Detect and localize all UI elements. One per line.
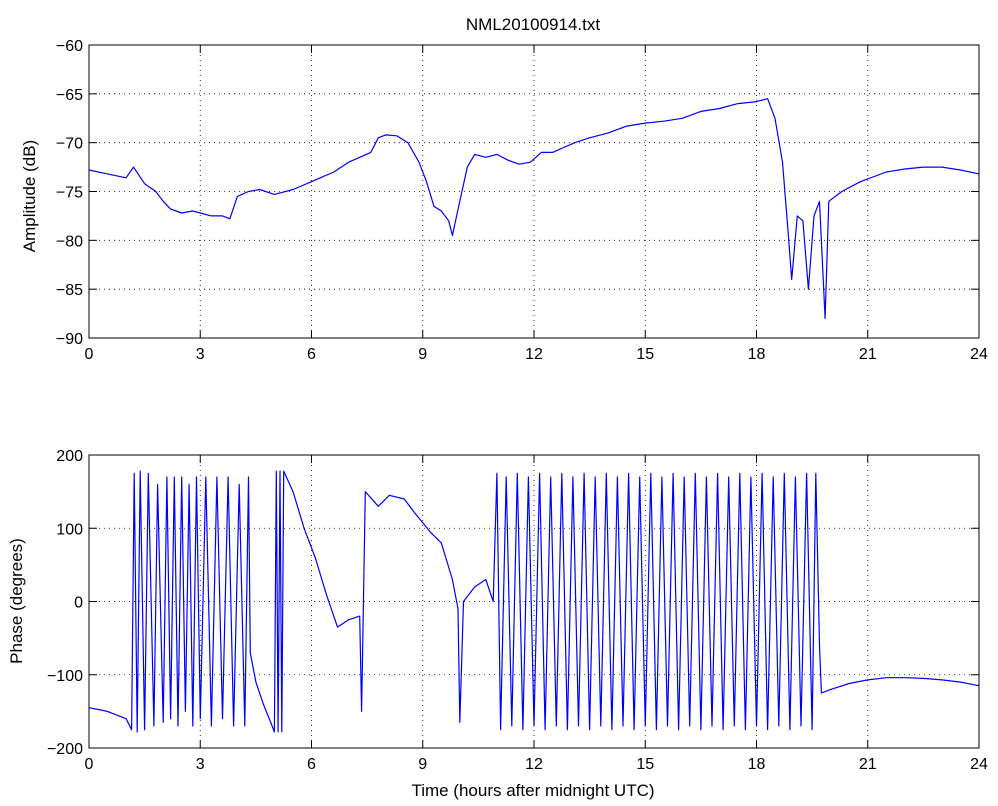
phase-y-tick-label: 100	[56, 521, 83, 538]
phase-y-tick-label: 200	[56, 448, 83, 465]
amplitude-y-tick-label: −85	[56, 282, 83, 299]
amplitude-y-tick-label: −80	[56, 233, 83, 250]
phase-x-tick-label: 24	[970, 756, 988, 773]
amplitude-x-tick-label: 12	[525, 346, 543, 363]
amplitude-y-tick-label: −90	[56, 331, 83, 348]
phase-x-tick-label: 18	[748, 756, 766, 773]
phase-y-tick-label: 0	[74, 595, 83, 612]
amplitude-x-tick-label: 9	[418, 346, 427, 363]
amplitude-y-axis-label: Amplitude (dB)	[20, 140, 39, 252]
amplitude-x-tick-label: 6	[307, 346, 316, 363]
phase-x-tick-label: 9	[418, 756, 427, 773]
amplitude-x-tick-label: 24	[970, 346, 988, 363]
phase-series-line	[88, 470, 980, 733]
amplitude-x-tick-label: 15	[636, 346, 654, 363]
phase-x-tick-label: 6	[307, 756, 316, 773]
figure-title: NML20100914.txt	[466, 15, 600, 34]
phase-y-tick-label: −100	[47, 668, 83, 685]
phase-y-tick-label: −200	[47, 741, 83, 758]
amplitude-y-tick-label: −60	[56, 38, 83, 55]
phase-x-axis-label: Time (hours after midnight UTC)	[411, 781, 654, 800]
amplitude-series-line	[88, 98, 980, 320]
amplitude-plot: Amplitude (dB) 0 3 6 9 12 15 18 21 24 −90 −85 −80 −7…	[20, 38, 988, 363]
amplitude-x-tick-label: 18	[748, 346, 766, 363]
phase-x-tick-label: 12	[525, 756, 543, 773]
phase-x-tick-label: 21	[859, 756, 877, 773]
phase-x-tick-label: 0	[85, 756, 94, 773]
phase-y-axis-label: Phase (degrees)	[7, 538, 26, 664]
phase-x-tick-label: 15	[636, 756, 654, 773]
amplitude-y-tick-label: −75	[56, 185, 83, 202]
phase-x-tick-label: 3	[196, 756, 205, 773]
amplitude-x-tick-label: 3	[196, 346, 205, 363]
amplitude-y-tick-label: −65	[56, 87, 83, 104]
amplitude-y-tick-label: −70	[56, 136, 83, 153]
phase-plot: Phase (degrees) Time (hours after midnig…	[7, 448, 988, 800]
amplitude-x-tick-label: 0	[85, 346, 94, 363]
amplitude-x-tick-label: 21	[859, 346, 877, 363]
